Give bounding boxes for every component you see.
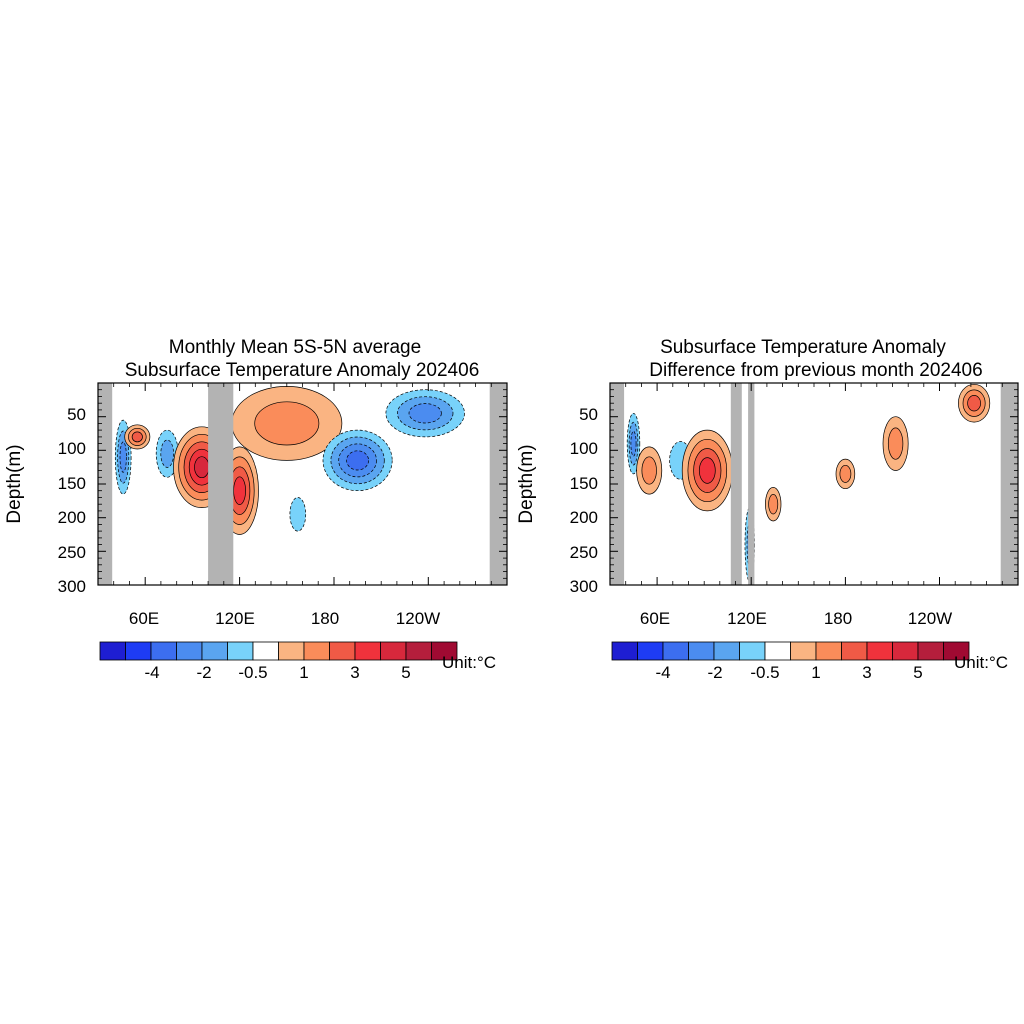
y-tick-label: 200: [570, 508, 598, 527]
anomaly-contour: [119, 441, 127, 473]
colorbar-swatch: [303, 641, 330, 661]
y-tick-label: 300: [570, 577, 598, 596]
y-tick-label: 200: [58, 508, 86, 527]
colorbar-swatch: [329, 641, 356, 661]
y-axis-label: Depth(m): [516, 444, 537, 523]
y-tick-label: 100: [570, 439, 598, 458]
colorbar-swatch: [252, 641, 279, 661]
colorbar-swatch: [354, 641, 381, 661]
heatmap-plot-area: [98, 383, 507, 585]
y-tick-label: 100: [58, 439, 86, 458]
colorbar-label: -2: [196, 663, 211, 682]
anomaly-contour: [630, 430, 637, 457]
x-tick-label: 180: [824, 609, 852, 628]
colorbar-swatch: [201, 641, 228, 661]
y-tick-label: 250: [58, 543, 86, 562]
land-mask: [748, 383, 755, 585]
colorbar-swatch: [790, 641, 817, 661]
colorbar-swatch: [662, 641, 689, 661]
colorbar-swatch: [150, 641, 177, 661]
colorbar: [611, 641, 970, 661]
colorbar-label: 5: [401, 663, 410, 682]
anomaly-contour: [131, 431, 143, 443]
colorbar-swatch: [99, 641, 126, 661]
x-tick-label: 180: [311, 609, 339, 628]
panel-title-line1: Monthly Mean 5S-5N average: [169, 337, 421, 358]
y-tick-label: 150: [570, 474, 598, 493]
colorbar-label: 3: [350, 663, 359, 682]
plot-background: [610, 383, 1018, 585]
colorbar-swatch: [892, 641, 919, 661]
anomaly-contour: [698, 457, 716, 484]
x-tick-label: 120W: [396, 609, 440, 628]
colorbar-label: -2: [707, 663, 722, 682]
x-tick-label: 60E: [640, 609, 670, 628]
anomaly-contour: [233, 476, 246, 505]
colorbar-unit: Unit:°C: [954, 653, 1008, 672]
panel-title-line2: Subsurface Temperature Anomaly 202406: [125, 360, 480, 381]
y-tick-label: 250: [570, 543, 598, 562]
anomaly-contour: [641, 456, 657, 485]
anomaly-contour: [254, 401, 320, 446]
colorbar-swatch: [713, 641, 740, 661]
anomaly-contour: [887, 427, 904, 460]
anomaly-contour: [967, 395, 981, 412]
colorbar-swatch: [125, 641, 152, 661]
land-mask: [1000, 383, 1018, 585]
y-tick-label: 50: [579, 405, 598, 424]
colorbar-label: 1: [811, 663, 820, 682]
panel-left: Monthly Mean 5S-5N average Subsurface Te…: [4, 337, 508, 682]
colorbar-unit: Unit:°C: [442, 653, 496, 672]
axes-ticks: [610, 383, 1018, 586]
colorbar-swatch: [815, 641, 842, 661]
land-mask: [208, 383, 234, 585]
colorbar-swatch: [739, 641, 766, 661]
x-tick-label: 120W: [908, 609, 952, 628]
colorbar-swatch: [380, 641, 407, 661]
colorbar-swatch: [637, 641, 664, 661]
colorbar-swatch: [866, 641, 893, 661]
colorbar-label: 3: [862, 663, 871, 682]
x-tick-label: 60E: [129, 609, 159, 628]
land-mask: [489, 383, 507, 585]
colorbar-swatch: [176, 641, 203, 661]
colorbar-label: -0.5: [238, 663, 267, 682]
colorbar-label: 5: [913, 663, 922, 682]
colorbar-swatch: [278, 641, 305, 661]
y-tick-label: 300: [58, 577, 86, 596]
colorbar-label: 1: [299, 663, 308, 682]
colorbar: [99, 641, 458, 661]
y-axis-label: Depth(m): [4, 444, 25, 523]
colorbar-label: -0.5: [750, 663, 779, 682]
axes-ticks: [98, 383, 507, 586]
panel-title-line2: Difference from previous month 202406: [649, 360, 982, 381]
colorbar-label: -4: [144, 663, 159, 682]
colorbar-label: -4: [655, 663, 670, 682]
anomaly-contour: [289, 497, 307, 532]
anomaly-contour: [408, 403, 442, 424]
colorbar-swatch: [227, 641, 254, 661]
anomaly-contour: [160, 439, 174, 468]
y-tick-label: 50: [67, 405, 86, 424]
x-tick-label: 120E: [727, 609, 767, 628]
y-tick-label: 150: [58, 474, 86, 493]
colorbar-swatch: [943, 641, 970, 661]
colorbar-swatch: [431, 641, 458, 661]
anomaly-contour: [839, 464, 852, 483]
anomaly-contour: [194, 456, 210, 479]
anomaly-contour: [768, 494, 779, 515]
colorbar-swatch: [841, 641, 868, 661]
colorbar-swatch: [917, 641, 944, 661]
x-tick-label: 120E: [215, 609, 255, 628]
colorbar-swatch: [764, 641, 791, 661]
colorbar-swatch: [611, 641, 638, 661]
colorbar-swatch: [688, 641, 715, 661]
panel-right: Subsurface Temperature Anomaly Differenc…: [516, 337, 1019, 682]
land-mask: [730, 383, 742, 585]
colorbar-swatch: [405, 641, 432, 661]
panel-title-line1: Subsurface Temperature Anomaly: [660, 337, 946, 358]
heatmap-plot-area: [610, 383, 1018, 585]
anomaly-contour: [346, 450, 369, 471]
